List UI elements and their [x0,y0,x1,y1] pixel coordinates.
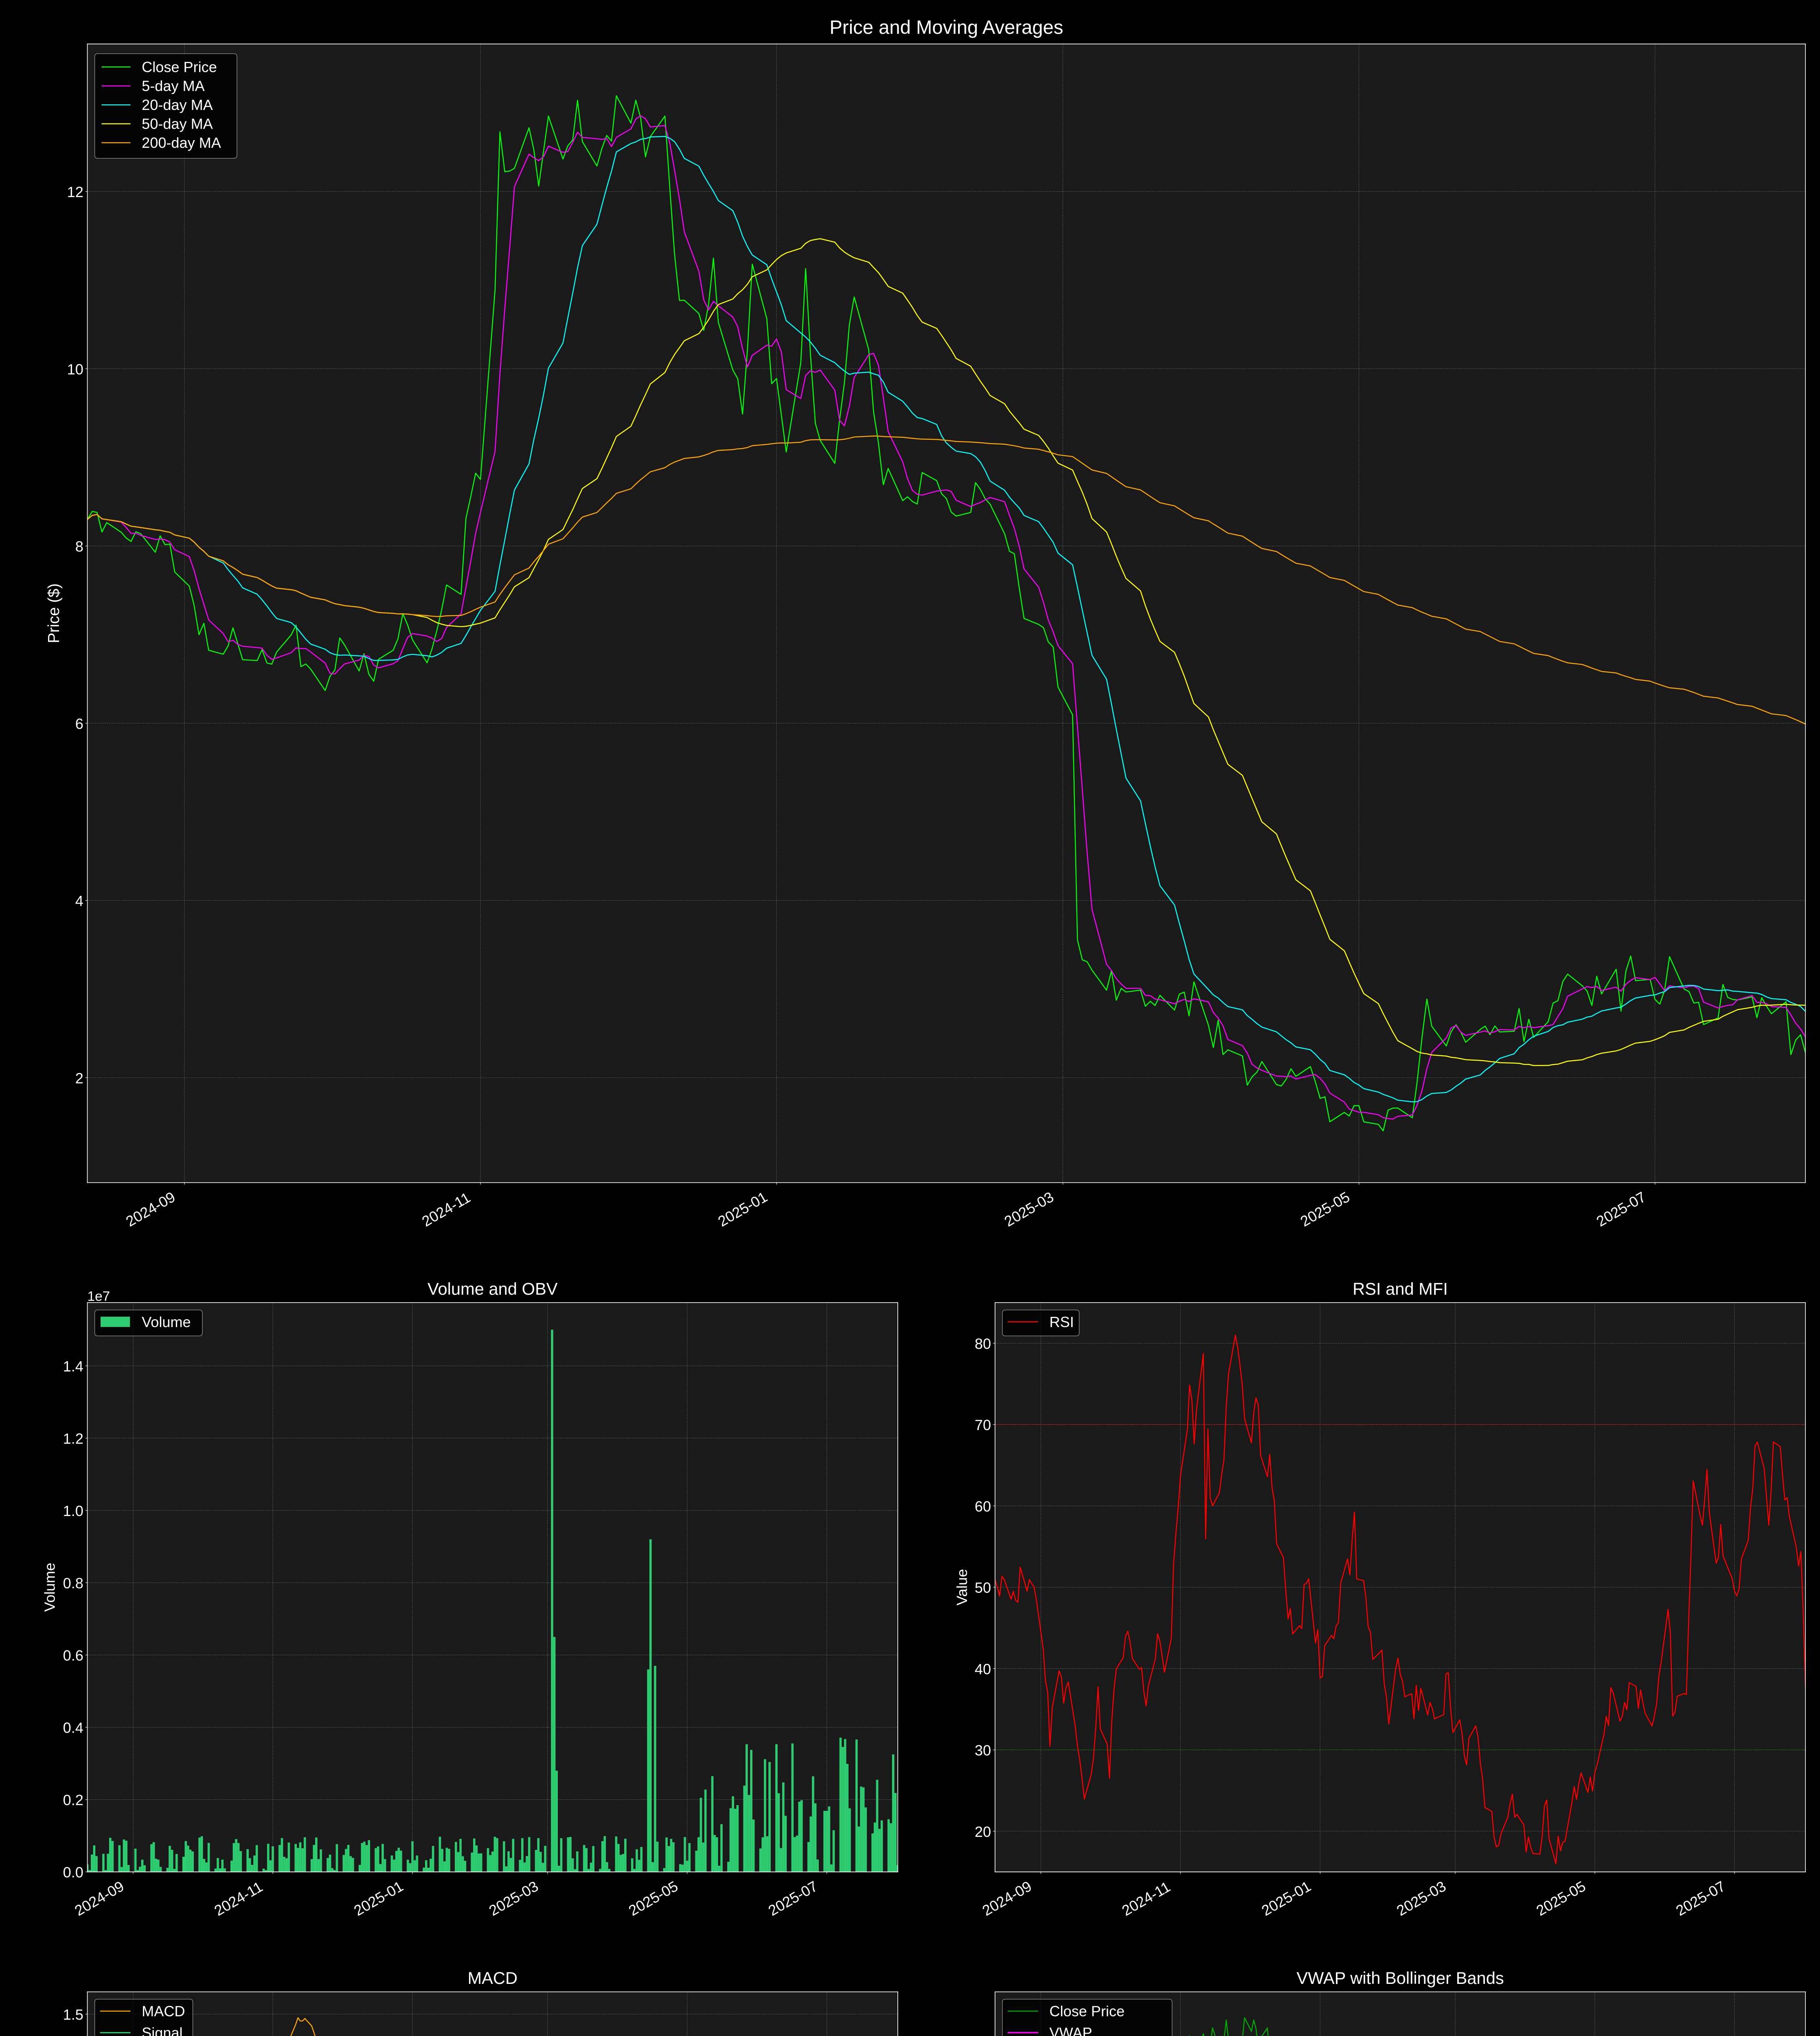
svg-text:200-day MA: 200-day MA [142,134,221,151]
svg-text:80: 80 [975,1335,991,1352]
svg-text:60: 60 [975,1498,991,1515]
svg-text:50: 50 [975,1580,991,1596]
svg-text:8: 8 [75,538,83,555]
svg-text:20-day MA: 20-day MA [142,97,213,113]
svg-text:1.5: 1.5 [63,2006,83,2023]
svg-text:1.2: 1.2 [63,1430,83,1447]
svg-text:50-day MA: 50-day MA [142,116,213,132]
svg-text:5-day MA: 5-day MA [142,78,205,94]
svg-text:Price and Moving Averages: Price and Moving Averages [829,17,1063,38]
svg-text:RSI and MFI: RSI and MFI [1353,1279,1448,1298]
svg-text:Volume and OBV: Volume and OBV [428,1279,558,1298]
svg-text:0.2: 0.2 [63,1792,83,1808]
svg-text:Close Price: Close Price [1049,2003,1125,2019]
svg-text:4: 4 [75,893,83,909]
svg-text:0.4: 0.4 [63,1720,83,1736]
svg-text:10: 10 [67,361,83,377]
svg-text:Value: Value [954,1569,970,1606]
svg-text:30: 30 [975,1742,991,1759]
svg-text:0.6: 0.6 [63,1647,83,1664]
svg-text:Price ($): Price ($) [45,584,63,643]
svg-text:Volume: Volume [142,1314,191,1330]
svg-text:12: 12 [67,184,83,200]
svg-text:20: 20 [975,1823,991,1840]
svg-text:Volume: Volume [41,1563,58,1612]
svg-text:6: 6 [75,715,83,732]
svg-text:1e7: 1e7 [88,1289,110,1304]
svg-text:0.8: 0.8 [63,1575,83,1592]
svg-text:40: 40 [975,1661,991,1677]
svg-text:VWAP: VWAP [1049,2024,1092,2036]
svg-text:Close Price: Close Price [142,59,217,75]
svg-text:MACD: MACD [142,2003,185,2019]
svg-text:Signal: Signal [142,2024,182,2036]
svg-text:0.0: 0.0 [63,1864,83,1881]
svg-text:2: 2 [75,1070,83,1086]
svg-text:70: 70 [975,1417,991,1433]
svg-text:MACD: MACD [467,1968,517,1988]
svg-text:1.4: 1.4 [63,1358,83,1375]
svg-text:VWAP with Bollinger Bands: VWAP with Bollinger Bands [1296,1968,1504,1988]
svg-text:RSI: RSI [1049,1314,1074,1330]
svg-text:1.0: 1.0 [63,1503,83,1519]
